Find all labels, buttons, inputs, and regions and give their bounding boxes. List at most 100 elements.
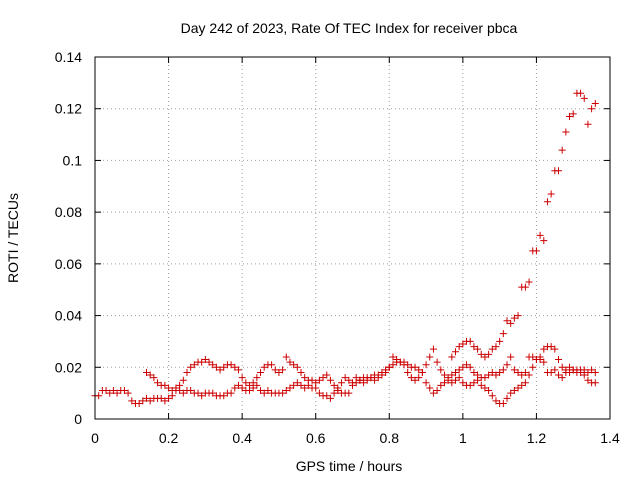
data-point xyxy=(264,387,272,395)
data-point xyxy=(297,368,305,376)
data-point xyxy=(525,371,533,379)
data-point xyxy=(271,366,279,374)
data-point xyxy=(463,361,471,369)
data-point xyxy=(499,330,507,338)
data-point xyxy=(157,394,165,402)
data-point xyxy=(444,374,452,382)
data-point xyxy=(246,381,253,389)
data-point xyxy=(452,368,459,376)
x-axis-label: GPS time / hours xyxy=(296,458,403,474)
data-point xyxy=(558,363,566,371)
x-tick-label: 0.2 xyxy=(159,430,179,446)
data-point xyxy=(315,376,323,384)
plot-frame xyxy=(94,56,611,420)
data-point xyxy=(396,358,404,366)
data-point xyxy=(584,368,592,376)
data-point xyxy=(584,120,592,128)
data-point xyxy=(529,353,537,361)
data-point xyxy=(201,356,209,364)
y-tick-label: 0.08 xyxy=(55,204,82,220)
data-point xyxy=(488,345,496,353)
data-point xyxy=(518,371,526,379)
data-point xyxy=(455,343,463,351)
data-point xyxy=(433,358,441,366)
data-point xyxy=(404,368,412,376)
data-point xyxy=(257,368,265,376)
data-point xyxy=(220,363,228,371)
data-point xyxy=(558,374,566,382)
y-tick-label: 0.02 xyxy=(55,359,82,375)
data-point xyxy=(488,392,496,400)
y-tick-label: 0.12 xyxy=(55,101,82,117)
data-point xyxy=(540,237,548,245)
data-point xyxy=(382,368,390,376)
x-tick-label: 0.8 xyxy=(380,430,400,446)
data-point xyxy=(323,392,331,400)
data-point xyxy=(301,374,309,382)
data-point xyxy=(345,376,353,384)
data-point xyxy=(161,381,169,389)
data-point xyxy=(510,387,518,395)
data-point xyxy=(330,389,338,397)
data-point xyxy=(124,389,132,397)
data-points xyxy=(91,89,599,407)
data-point xyxy=(510,314,518,322)
y-tick-label: 0.1 xyxy=(63,152,83,168)
data-point xyxy=(349,379,356,387)
data-point xyxy=(176,381,184,389)
data-point xyxy=(466,363,474,371)
data-point xyxy=(238,374,246,382)
data-point xyxy=(514,384,522,392)
data-point xyxy=(172,384,180,392)
data-point xyxy=(496,368,504,376)
y-tick-label: 0.06 xyxy=(55,256,82,272)
data-point xyxy=(374,374,382,382)
data-point xyxy=(187,387,195,395)
data-point xyxy=(385,363,393,371)
data-point xyxy=(555,356,562,364)
data-point xyxy=(492,397,500,405)
data-point xyxy=(488,368,496,376)
data-point xyxy=(485,387,493,395)
chart-title: Day 242 of 2023, Rate Of TEC Index for r… xyxy=(181,20,518,36)
y-axis-label: ROTI / TECUs xyxy=(5,193,21,283)
data-point xyxy=(496,337,504,345)
data-point xyxy=(507,353,515,361)
x-tick-label: 1 xyxy=(459,430,467,446)
data-point xyxy=(448,371,456,379)
data-point xyxy=(569,366,577,374)
data-point xyxy=(437,366,445,374)
data-point xyxy=(179,376,187,384)
data-point xyxy=(341,374,349,382)
data-point xyxy=(455,366,463,374)
data-point xyxy=(429,389,437,397)
data-point xyxy=(330,381,338,389)
data-point xyxy=(279,389,287,397)
data-point xyxy=(165,384,173,392)
data-point xyxy=(319,374,327,382)
gridlines xyxy=(95,57,610,419)
data-point xyxy=(433,387,441,395)
series-2 xyxy=(448,89,599,361)
data-point xyxy=(209,389,217,397)
data-point xyxy=(514,368,522,376)
data-point xyxy=(312,379,320,387)
data-point xyxy=(143,368,150,376)
data-point xyxy=(518,381,526,389)
data-point xyxy=(286,384,294,392)
data-point xyxy=(470,343,478,351)
data-point xyxy=(459,363,467,371)
data-point xyxy=(437,381,445,389)
data-point xyxy=(474,371,482,379)
data-point xyxy=(143,394,150,402)
data-point xyxy=(466,381,474,389)
data-point xyxy=(109,387,117,395)
data-point xyxy=(503,394,511,402)
data-point xyxy=(540,345,548,353)
data-point xyxy=(566,112,574,120)
data-point xyxy=(591,100,599,108)
data-point xyxy=(566,363,574,371)
data-point xyxy=(209,361,217,369)
data-point xyxy=(257,387,265,395)
